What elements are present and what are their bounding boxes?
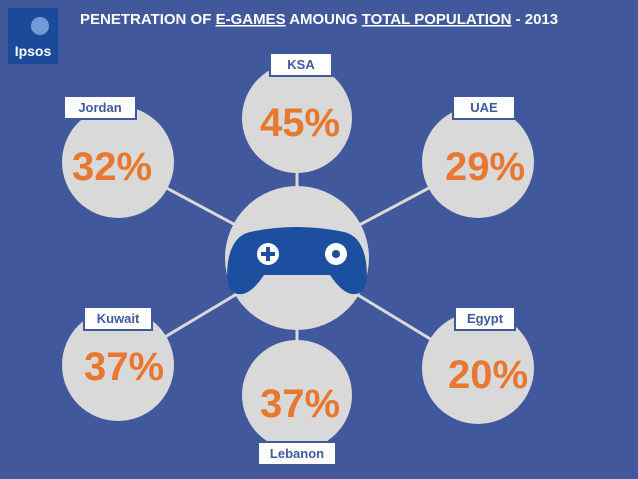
label-box [269, 52, 333, 77]
node-label: UAE [470, 100, 498, 115]
logo-box [8, 8, 58, 64]
node-label: Kuwait [97, 311, 140, 326]
label-box [452, 95, 516, 120]
node-value: 37% [260, 382, 340, 426]
button [332, 250, 340, 258]
node-circle [242, 63, 352, 173]
node-value: 29% [445, 145, 525, 189]
label-box [454, 306, 516, 331]
dpad-h [261, 252, 275, 256]
label-box [63, 95, 137, 120]
node-value: 32% [72, 145, 152, 189]
title-part: TOTAL POPULATION [362, 11, 512, 28]
node-label: Egypt [467, 311, 504, 326]
title: PENETRATION OF E-GAMES AMOUNG TOTAL POPU… [80, 11, 558, 28]
node-circle [242, 340, 352, 450]
title-part: - 2013 [511, 11, 558, 28]
node-label: Lebanon [270, 446, 324, 461]
logo-text: Ipsos [15, 43, 52, 59]
node-label: KSA [287, 57, 315, 72]
node-circle [62, 106, 174, 218]
label-box [257, 441, 337, 466]
label-box [83, 306, 153, 331]
node-value: 45% [260, 101, 340, 145]
nodes: 45% KSA 32% Jordan 29% UAE 37% Kuwait 20% Egypt 37… [62, 52, 534, 466]
title-part: E-GAMES [216, 11, 286, 28]
node-circle [62, 309, 174, 421]
node-value: 20% [448, 353, 528, 397]
title-part: PENETRATION OF [80, 11, 216, 28]
title-part: AMOUNG [286, 11, 362, 28]
node-value: 37% [84, 345, 164, 389]
node-circle [422, 106, 534, 218]
node-circle [422, 312, 534, 424]
node-label: Jordan [78, 100, 121, 115]
logo-mark [31, 17, 49, 35]
gamepad-icon [227, 227, 367, 295]
